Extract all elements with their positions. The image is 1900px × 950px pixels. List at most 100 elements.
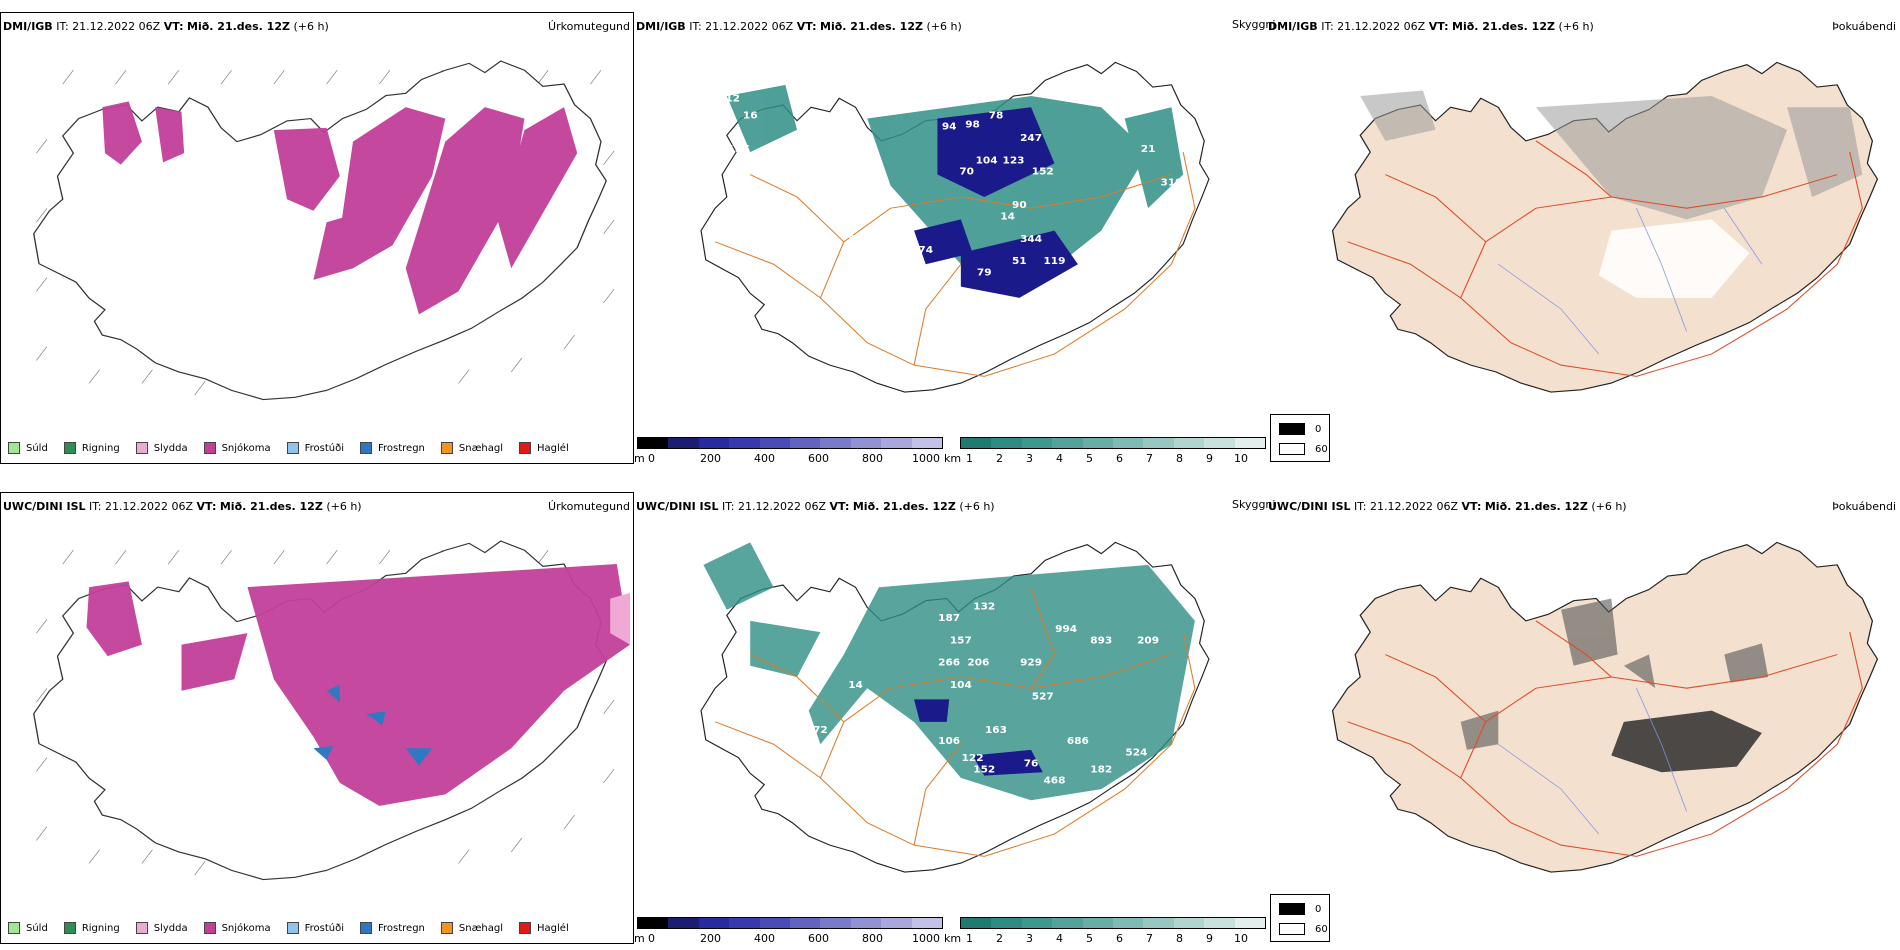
- ceiling-value-label: 177: [868, 188, 890, 200]
- ceiling-value-label: 209: [1137, 635, 1159, 647]
- tick: 8: [1176, 452, 1183, 465]
- legend-swatch-freezing-drizzle: [286, 922, 299, 934]
- fog-key-black-swatch: [1279, 423, 1305, 435]
- ceiling-colorbar-bottom: [637, 917, 943, 929]
- precip-type-label-bottom: Úrkomutegund: [548, 500, 630, 513]
- tick: 3: [1026, 932, 1033, 945]
- ceiling-value-label: 524: [1125, 747, 1147, 759]
- legend-swatch-rain: [63, 442, 76, 454]
- ceiling-value-label: 206: [967, 657, 989, 669]
- legend-swatch-snow: [203, 442, 216, 454]
- legend-item: Rigning: [63, 922, 120, 934]
- fog-type-label-bottom: Þokuábendi: [1832, 500, 1896, 513]
- tick: 6: [1116, 452, 1123, 465]
- ceiling-value-label: 30: [743, 199, 758, 211]
- ceiling-value-label: 104: [976, 155, 998, 167]
- ceiling-value-label: 100: [1067, 272, 1089, 284]
- ceiling-value-label: 319: [1161, 177, 1183, 189]
- legend-swatch-hail: [519, 442, 532, 454]
- fog-key-black-swatch: [1279, 903, 1305, 915]
- tick: 2: [996, 452, 1003, 465]
- ceiling-value-label: 123: [1003, 155, 1025, 167]
- ceiling-value-label: 182: [1090, 763, 1112, 775]
- tick: 400: [754, 932, 775, 945]
- tick: 10: [1234, 932, 1248, 945]
- vis-title-top: DMI/IGB IT: 21.12.2022 06Z VT: Mið. 21.d…: [636, 20, 962, 33]
- legend-item: Súld: [8, 922, 48, 934]
- ceiling-value-label: 76: [1024, 758, 1039, 770]
- tick: 800: [862, 932, 883, 945]
- tick: 1: [966, 452, 973, 465]
- ceiling-value-label: 72: [813, 724, 828, 736]
- ceiling-value-label: 122: [962, 752, 984, 764]
- visibility-colorbar-bottom: [960, 917, 1266, 929]
- fog-type-label-top: Þokuábendi: [1832, 20, 1896, 33]
- ceiling-value-label: 132: [973, 601, 995, 613]
- ceiling-value-label: 14: [1000, 211, 1015, 223]
- tick: 4: [1056, 452, 1063, 465]
- legend-swatch-hail: [519, 922, 532, 934]
- ceiling-value-label: 929: [1020, 657, 1042, 669]
- tick: 9: [1206, 452, 1213, 465]
- precip-map-top: [33, 60, 615, 401]
- tick: 5: [1086, 452, 1093, 465]
- tick: 400: [754, 452, 775, 465]
- ceiling-value-label: 994: [1055, 623, 1077, 635]
- ceiling-value-label: 247: [1020, 132, 1042, 144]
- tick: 200: [700, 452, 721, 465]
- tick: 7: [1146, 452, 1153, 465]
- fog-title-bottom: UWC/DINI ISL IT: 21.12.2022 06Z VT: Mið.…: [1268, 500, 1627, 513]
- tick: 7: [1146, 932, 1153, 945]
- ceiling-value-label: 51: [1012, 255, 1027, 267]
- precip-legend-bottom: Súld Rigning Slydda Snjókoma Frostúði Fr…: [8, 922, 569, 934]
- legend-swatch-drizzle: [8, 922, 20, 934]
- ceiling-value-label: 16: [743, 110, 758, 122]
- ceiling-value-label: 248: [739, 612, 761, 624]
- legend-item: Snæhagl: [440, 442, 503, 454]
- legend-item: Snjókoma: [203, 922, 271, 934]
- fog-key-white-swatch: [1279, 443, 1305, 455]
- tick: 0: [648, 452, 655, 465]
- tick: 6: [1116, 932, 1123, 945]
- fog-key-top: 0 60: [1270, 414, 1330, 462]
- tick: 800: [862, 452, 883, 465]
- legend-item: Frostúði: [286, 922, 344, 934]
- ceiling-value-label: 137: [728, 143, 750, 155]
- legend-item: Snæhagl: [440, 922, 503, 934]
- precip-title-top: DMI/IGB IT: 21.12.2022 06Z VT: Mið. 21.d…: [3, 20, 329, 33]
- visibility-unit-top: km: [944, 452, 962, 465]
- precip-title-bottom: UWC/DINI ISL IT: 21.12.2022 06Z VT: Mið.…: [3, 500, 362, 513]
- legend-item: Frostregn: [360, 442, 425, 454]
- legend-item: Rigning: [63, 442, 120, 454]
- tick: 4: [1056, 932, 1063, 945]
- legend-item: Frostúði: [286, 442, 344, 454]
- tick: 9: [1206, 932, 1213, 945]
- legend-swatch-snow-pellets: [440, 922, 453, 934]
- ceiling-value-label: 152: [973, 763, 995, 775]
- fog-map-top: [1331, 61, 1879, 393]
- tick: 1: [966, 932, 973, 945]
- tick: 3: [1026, 452, 1033, 465]
- ceiling-value-label: 344: [1020, 233, 1042, 245]
- ceiling-unit-top: m: [634, 452, 645, 465]
- legend-item: Slydda: [135, 442, 188, 454]
- legend-swatch-snow-pellets: [440, 442, 453, 454]
- tick: 200: [700, 932, 721, 945]
- fog-key-bottom: 0 60: [1270, 894, 1330, 942]
- ceiling-labels-bottom: 187 132 157 266 206 104 929 994 893 209 527 106 163 1…: [739, 601, 1159, 787]
- tick: 1000: [912, 932, 940, 945]
- ceiling-value-label: 187: [938, 612, 960, 624]
- legend-item: Haglél: [519, 442, 569, 454]
- legend-swatch-freezing-drizzle: [286, 442, 299, 454]
- visibility-colorbar-top: [960, 437, 1266, 449]
- ceiling-value-label: 104: [950, 679, 972, 691]
- vis-type-label-top: Skyggni: [1232, 18, 1276, 31]
- legend-swatch-sleet: [135, 442, 148, 454]
- fog-map-bottom: [1331, 541, 1879, 873]
- ceiling-value-label: 94: [942, 121, 957, 133]
- ceiling-value-label: 152: [1032, 166, 1054, 178]
- snow-areas-bottom: [86, 564, 630, 806]
- ceiling-value-label: 74: [918, 244, 933, 256]
- precip-legend-top: Súld Rigning Slydda Snjókoma Frostúði Fr…: [8, 442, 569, 454]
